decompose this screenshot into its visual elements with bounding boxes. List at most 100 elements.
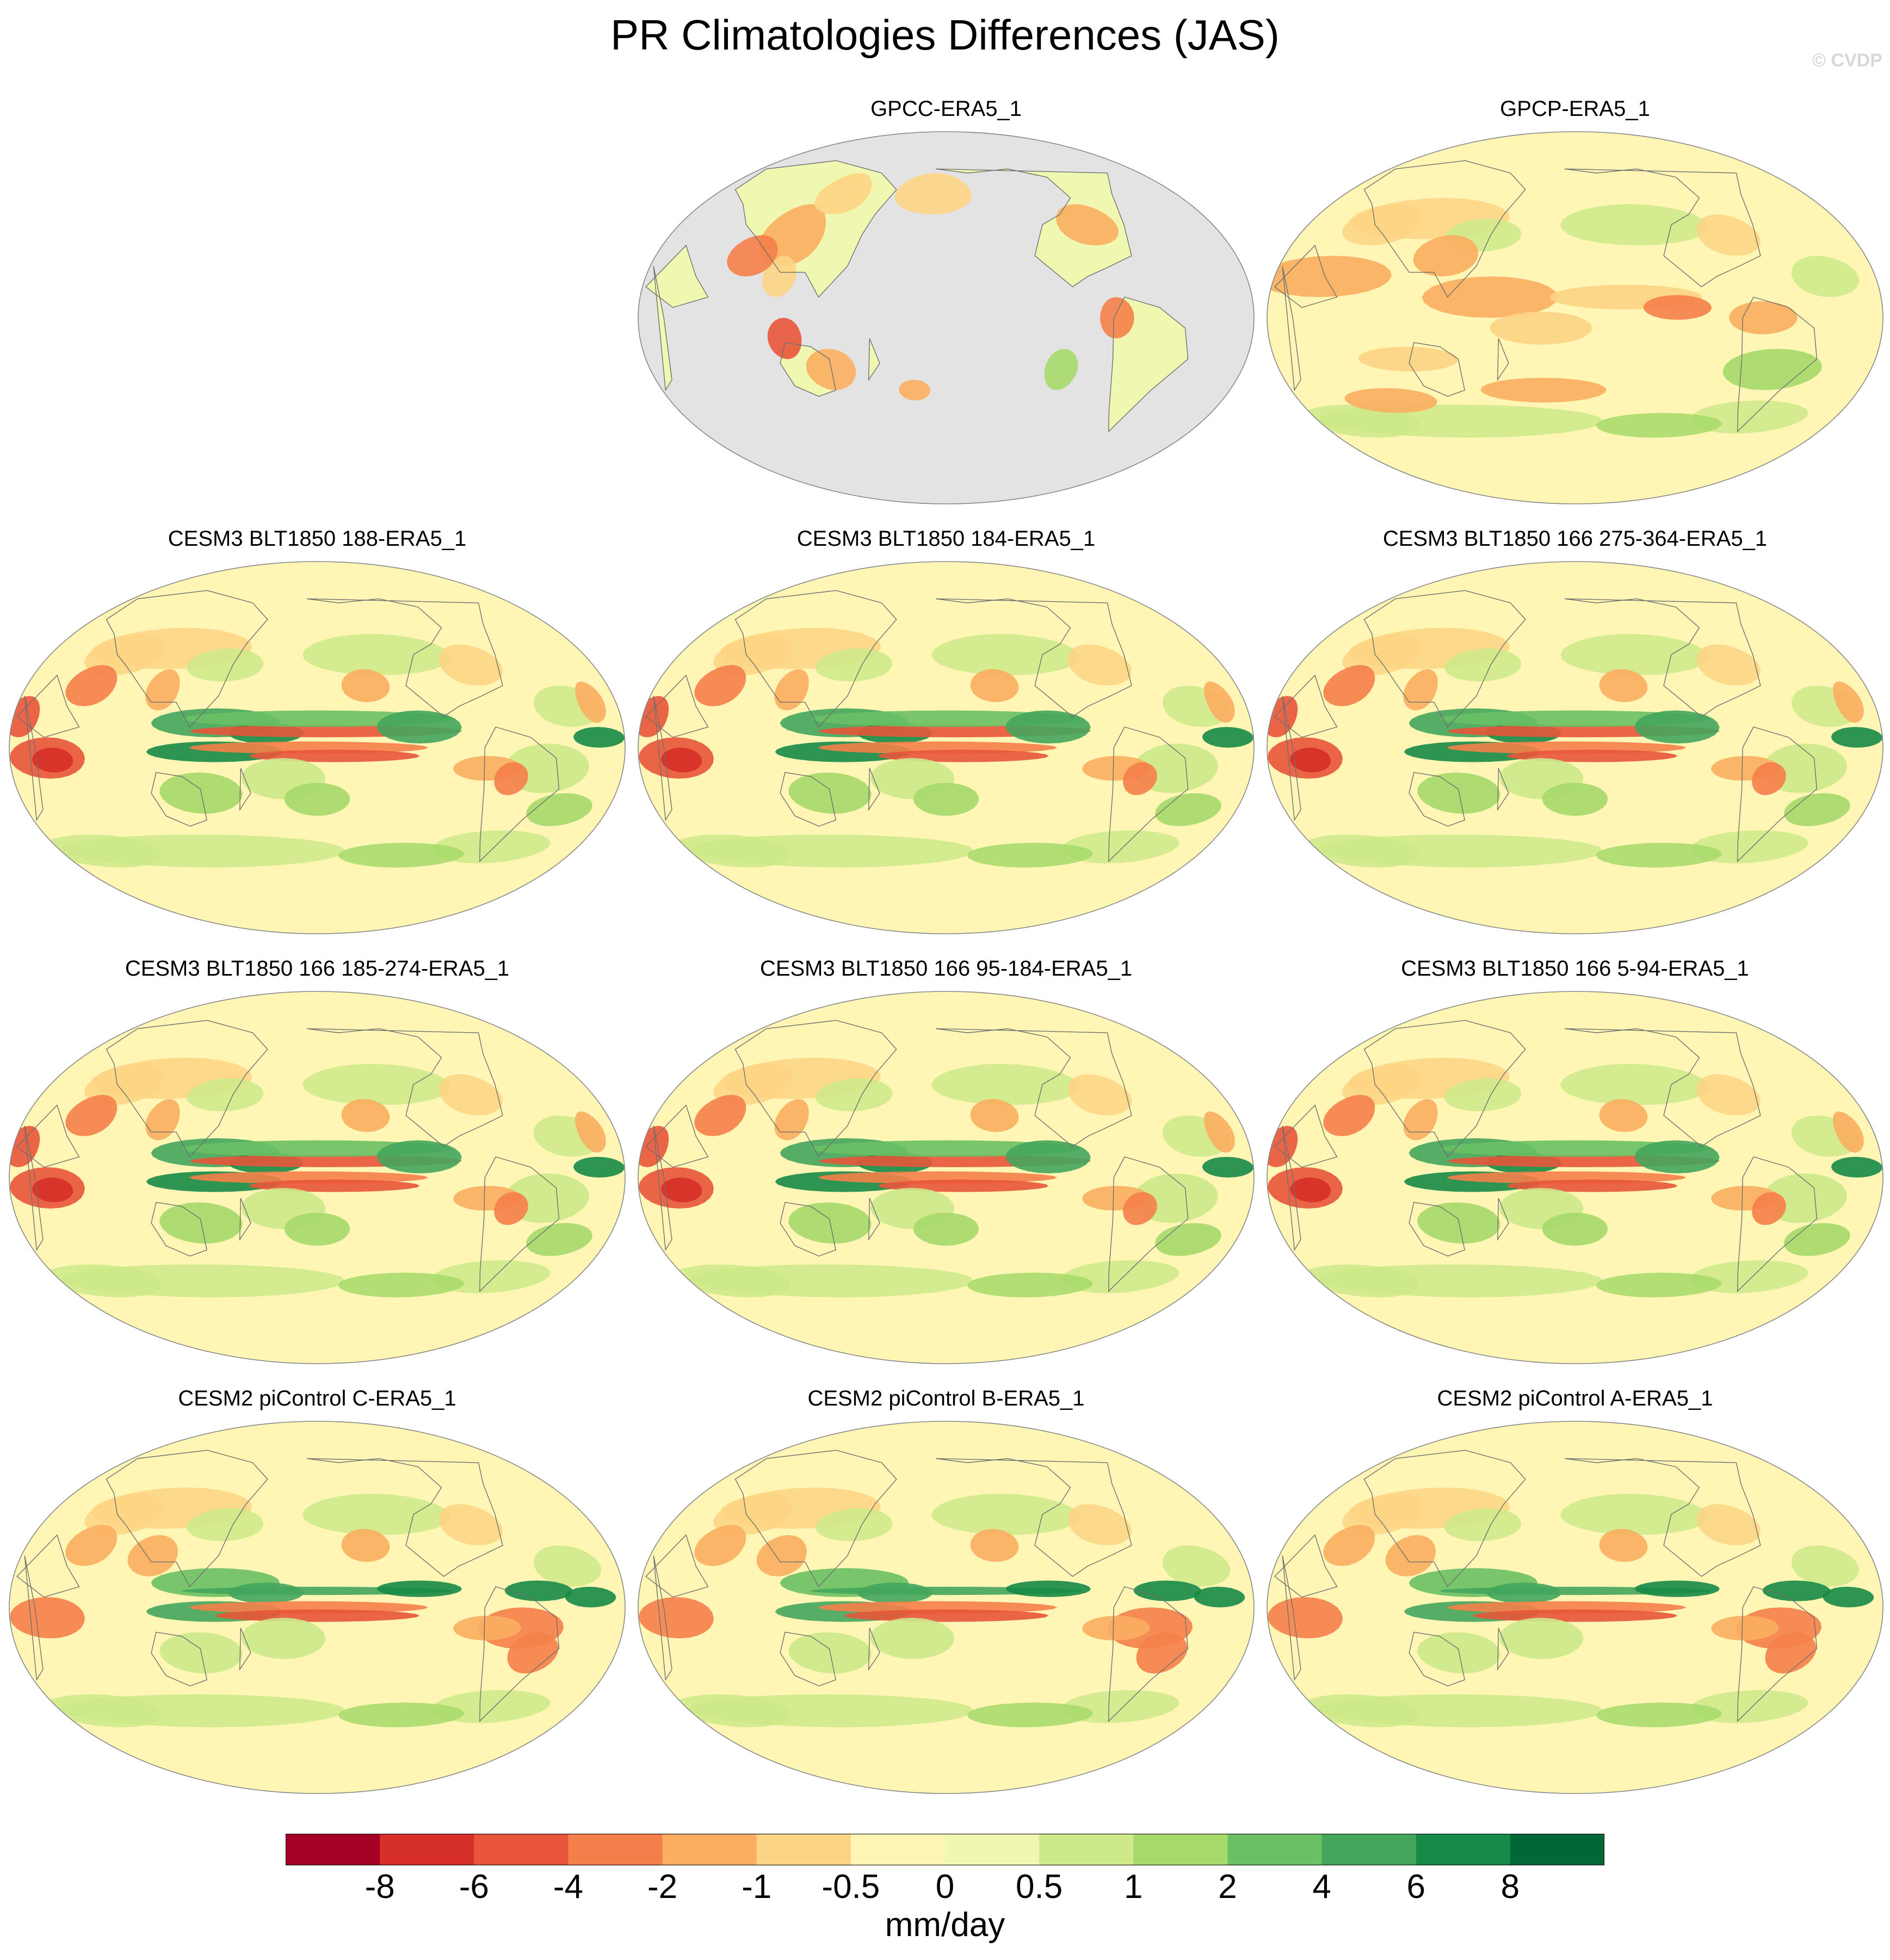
anomaly-patch <box>376 1580 462 1597</box>
anomaly-patch <box>494 762 528 796</box>
anomaly-patch <box>65 1525 118 1566</box>
anomaly-patch <box>284 782 350 816</box>
coastline <box>1108 1156 1189 1292</box>
anomaly-patch <box>573 727 625 748</box>
colorbar-tick-label: -4 <box>553 1868 583 1906</box>
anomaly-patch <box>713 634 793 675</box>
coastline <box>479 1586 560 1722</box>
coastline <box>734 1020 897 1158</box>
colorbar-swatch <box>1227 1834 1323 1865</box>
anomaly-patch <box>1634 1140 1720 1174</box>
coastline <box>1282 266 1301 392</box>
coastline <box>1409 1631 1466 1687</box>
anomaly-patch <box>970 1099 1019 1132</box>
anomaly-patch <box>1123 762 1157 796</box>
colorbar-tick-label: -1 <box>742 1868 772 1906</box>
coastline <box>780 1201 837 1257</box>
anomaly-patch <box>814 173 872 214</box>
anomaly-patch <box>145 1099 180 1141</box>
anomaly-patch <box>1302 1694 1420 1728</box>
coastline <box>307 1458 503 1577</box>
coastline <box>780 1631 837 1687</box>
coastline <box>734 160 897 298</box>
anomaly-patch <box>32 1178 73 1203</box>
anomaly-patch <box>214 1609 420 1622</box>
anomaly-patch <box>1067 1504 1132 1545</box>
anomaly-patch <box>894 173 972 214</box>
anomaly-patch <box>967 1272 1093 1298</box>
anomaly-patch <box>694 1095 746 1136</box>
anomaly-patch <box>913 782 979 816</box>
coastline <box>645 1534 709 1598</box>
land-field <box>868 338 880 380</box>
robinson-map <box>1267 991 1883 1364</box>
anomaly-patch <box>1634 710 1720 744</box>
coastline <box>24 695 44 822</box>
panel-title: CESM3 BLT1850 166 275-364-ERA5_1 <box>1382 527 1768 551</box>
coastline <box>645 674 709 738</box>
anomaly-patch <box>1711 1616 1779 1641</box>
coastline <box>1274 1104 1338 1168</box>
anomaly-patch <box>1302 1264 1420 1298</box>
anomaly-patch <box>1413 235 1479 276</box>
anomaly-patch <box>1290 748 1331 773</box>
map-border <box>1267 1421 1883 1794</box>
anomaly-patch <box>376 710 462 744</box>
coastline <box>645 1104 709 1168</box>
colorbar-tick-label: 1 <box>1124 1868 1143 1906</box>
coastline <box>780 772 837 827</box>
anomaly-patch <box>1599 1099 1648 1132</box>
coastline <box>1565 1028 1761 1147</box>
anomaly-patch <box>1542 782 1608 816</box>
anomaly-patch <box>673 834 791 868</box>
anomaly-patch <box>816 1078 893 1112</box>
coastline <box>106 590 268 728</box>
coastline <box>24 1125 44 1252</box>
coastline <box>1565 598 1761 717</box>
anomaly-patch <box>967 842 1093 868</box>
panel-title: CESM2 piControl B-ERA5_1 <box>807 1386 1085 1410</box>
coastline <box>1363 1020 1526 1158</box>
anomaly-patch <box>1833 681 1864 723</box>
colorbar-tick-label: 2 <box>1218 1868 1237 1906</box>
land-field <box>653 266 672 390</box>
colorbar-tick-label: 0 <box>935 1868 955 1906</box>
coastline <box>1565 168 1761 287</box>
anomaly-patch <box>1696 214 1761 256</box>
colorbar-swatch <box>286 1834 380 1865</box>
anomaly-patch <box>1783 793 1851 827</box>
anomaly-patch <box>1204 681 1235 723</box>
anomaly-patch <box>1005 1140 1091 1174</box>
coastline <box>653 1555 672 1681</box>
colorbar-swatch <box>850 1834 946 1865</box>
coastline <box>307 1028 503 1147</box>
panel-title: GPCP-ERA5_1 <box>1500 97 1650 121</box>
anomaly-patch <box>438 1074 503 1115</box>
anomaly-patch <box>1358 347 1459 372</box>
anomaly-patch <box>453 1616 521 1641</box>
anomaly-patch <box>673 1264 791 1298</box>
anomaly-patch <box>1696 644 1761 686</box>
robinson-map <box>638 561 1255 934</box>
anomaly-patch <box>1422 276 1558 318</box>
coastline <box>1282 695 1301 822</box>
anomaly-patch <box>84 1494 164 1535</box>
robinson-map <box>1267 1421 1883 1794</box>
coastline <box>1274 1534 1338 1598</box>
anomaly-patch <box>1752 1192 1786 1225</box>
anomaly-patch <box>1194 1587 1245 1607</box>
colorbar-tick-label: -6 <box>459 1868 489 1906</box>
coastline <box>1737 726 1818 862</box>
coastline <box>239 768 251 811</box>
anomaly-patch <box>1056 204 1119 245</box>
coastline <box>1363 590 1526 728</box>
coastline <box>16 1104 80 1168</box>
anomaly-patch <box>187 1078 264 1112</box>
coastline <box>1497 1628 1509 1671</box>
colorbar-tick-label: 6 <box>1406 1868 1425 1906</box>
anomaly-patch <box>1302 834 1420 868</box>
anomaly-patch <box>1100 297 1134 338</box>
anomaly-patch <box>767 318 802 359</box>
anomaly-patch <box>1162 1545 1231 1587</box>
coastline <box>1497 338 1509 381</box>
